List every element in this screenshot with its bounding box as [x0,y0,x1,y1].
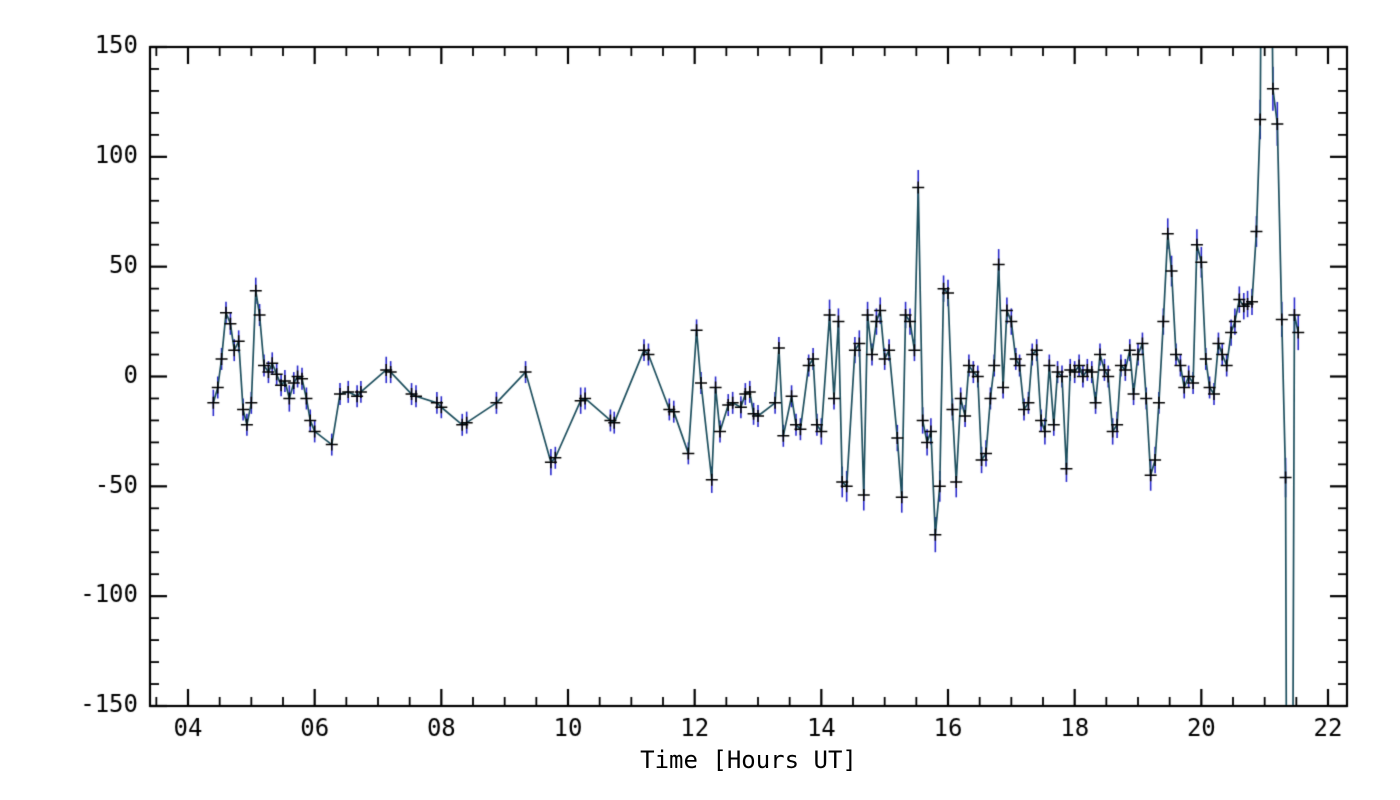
x-axis-label: Time [Hours UT] [640,746,857,774]
